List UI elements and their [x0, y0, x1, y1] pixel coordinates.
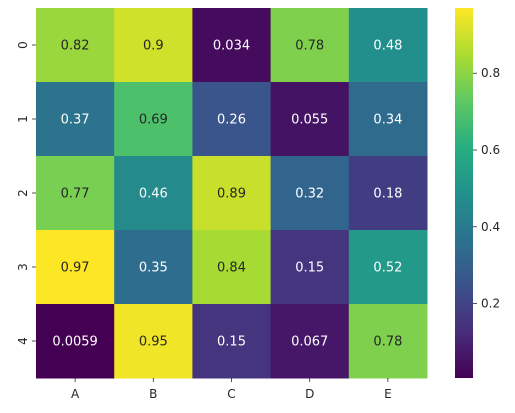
heatmap-cell [36, 230, 115, 305]
heatmap-cell [36, 82, 115, 157]
heatmap-cell [114, 82, 193, 157]
heatmap-cells: 0.82 0.9 0.034 0.78 0.48 0.37 0.69 0.26 0.055 0.3… [36, 8, 428, 379]
heatmap-cell [348, 8, 428, 83]
cell-value-label: 0.52 [373, 261, 402, 276]
colorbar: 0.2 0.4 0.6 0.8 [455, 8, 500, 378]
heatmap-cell [270, 230, 350, 305]
y-tick-label: 2 [16, 189, 30, 197]
y-tick-label: 0 [16, 41, 30, 49]
colorbar-gradient [455, 8, 473, 378]
heatmap-cell [192, 304, 272, 379]
cell-value-label: 0.15 [217, 335, 246, 350]
y-tick-label: 4 [16, 337, 30, 345]
y-tick-label: 1 [16, 115, 30, 123]
cell-value-label: 0.18 [373, 187, 402, 202]
cell-value-label: 0.46 [139, 187, 168, 202]
heatmap-cell [270, 304, 350, 379]
heatmap-cell [270, 8, 350, 83]
cell-value-label: 0.84 [217, 261, 246, 276]
cell-value-label: 0.34 [373, 113, 402, 128]
heatmap-cell [348, 82, 428, 157]
cell-value-label: 0.82 [61, 39, 90, 54]
heatmap-cell [36, 8, 115, 83]
x-tick-label: B [149, 387, 157, 401]
colorbar-tick-label: 0.6 [481, 143, 500, 157]
heatmap-cell [348, 304, 428, 379]
cell-value-label: 0.9 [143, 39, 164, 54]
cell-value-label: 0.78 [295, 39, 324, 54]
cell-value-label: 0.77 [61, 187, 90, 202]
cell-value-label: 0.37 [61, 113, 90, 128]
heatmap-cell [114, 156, 193, 231]
heatmap-cell [192, 82, 272, 157]
cell-value-label: 0.067 [291, 335, 328, 350]
heatmap-cell [114, 230, 193, 305]
heatmap-cell [270, 82, 350, 157]
heatmap-cell [192, 230, 272, 305]
x-tick-label: A [71, 387, 80, 401]
cell-value-label: 0.69 [139, 113, 168, 128]
heatmap-cell [270, 156, 350, 231]
cell-value-label: 0.32 [295, 187, 324, 202]
y-axis: 0 1 2 3 4 [16, 41, 36, 345]
cell-value-label: 0.26 [217, 113, 246, 128]
colorbar-tick-label: 0.8 [481, 66, 500, 80]
heatmap-cell [114, 304, 193, 379]
x-tick-label: C [227, 387, 235, 401]
cell-value-label: 0.15 [295, 261, 324, 276]
colorbar-tick-label: 0.4 [481, 220, 500, 234]
colorbar-tick-label: 0.2 [481, 297, 500, 311]
x-tick-label: E [384, 387, 392, 401]
heatmap-cell [192, 156, 272, 231]
heatmap-cell [192, 8, 272, 83]
cell-value-label: 0.89 [217, 187, 246, 202]
cell-value-label: 0.034 [213, 39, 250, 54]
cell-value-label: 0.055 [291, 113, 328, 128]
cell-value-label: 0.97 [61, 261, 90, 276]
cell-value-label: 0.0059 [52, 335, 98, 350]
cell-value-label: 0.35 [139, 261, 168, 276]
y-tick-label: 3 [16, 263, 30, 271]
x-axis: A B C D E [71, 378, 392, 401]
cell-value-label: 0.48 [373, 39, 402, 54]
cell-value-label: 0.78 [373, 335, 402, 350]
heatmap-cell [114, 8, 193, 83]
cell-value-label: 0.95 [139, 335, 168, 350]
x-tick-label: D [305, 387, 314, 401]
heatmap-cell [36, 156, 115, 231]
heatmap-cell [36, 304, 115, 379]
heatmap-cell [348, 230, 428, 305]
heatmap-cell [348, 156, 428, 231]
